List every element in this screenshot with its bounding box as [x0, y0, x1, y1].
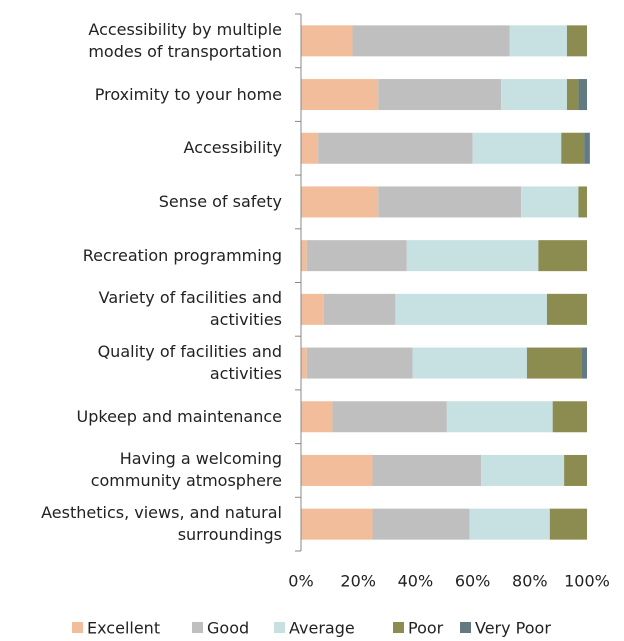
bar-segment [301, 401, 333, 433]
x-tick-label: 20% [340, 572, 376, 591]
bar-segment [301, 79, 379, 111]
bar-segment [332, 401, 447, 433]
legend-label: Poor [408, 619, 444, 638]
bar-segment [301, 240, 307, 272]
bar-segment [566, 25, 587, 57]
bar-segment [584, 132, 590, 164]
bar-segment [501, 79, 567, 111]
category-label: Proximity to your home [94, 84, 282, 104]
bar-segment [469, 508, 550, 540]
bar-segment [552, 401, 587, 433]
bar-segment [306, 240, 407, 272]
x-tick-label: 60% [455, 572, 491, 591]
bar-segment [446, 401, 553, 433]
bar-segment [301, 454, 373, 486]
bar-segment [378, 186, 522, 218]
x-tick-label: 80% [512, 572, 548, 591]
category-label: Upkeep and maintenance [76, 406, 283, 426]
category-label: Aesthetics, views, and natural surroundi… [41, 503, 282, 545]
bar-segment [578, 79, 587, 111]
legend-swatch [72, 622, 83, 633]
x-tick-label: 0% [288, 572, 313, 591]
bar-segment [301, 132, 319, 164]
x-tick-label: 40% [398, 572, 434, 591]
bar-segment [323, 293, 396, 325]
legend-label: Good [207, 619, 249, 638]
bar-segment [509, 25, 567, 57]
bar-segment [301, 508, 373, 540]
legend-swatch [192, 622, 203, 633]
bar-segment [395, 293, 547, 325]
bar-segment [318, 132, 473, 164]
bar-segment [526, 347, 582, 379]
bar-segment [561, 132, 585, 164]
bar-segment [378, 79, 502, 111]
legend-swatch [274, 622, 285, 633]
bar-segment [406, 240, 539, 272]
bar-segment [412, 347, 527, 379]
category-label: Accessibility [183, 138, 282, 158]
legend-swatch [460, 622, 471, 633]
bar-segment [564, 454, 587, 486]
bar-segment [566, 79, 579, 111]
bar-segment [578, 186, 587, 218]
legend-label: Very Poor [475, 619, 551, 638]
bar-segment [521, 186, 579, 218]
bar-segment [481, 454, 565, 486]
bar-segment [549, 508, 587, 540]
bar-segment [306, 347, 413, 379]
legend-label: Excellent [87, 619, 160, 638]
category-label: Sense of safety [158, 191, 282, 211]
category-label: Variety of facilities and activities [98, 288, 282, 330]
category-label: Quality of facilities and activities [97, 342, 282, 384]
legend-label: Average [289, 619, 355, 638]
bar-segment [352, 25, 510, 57]
bar-segment [581, 347, 587, 379]
bar-segment [372, 454, 482, 486]
bar-segment [546, 293, 587, 325]
bar-segment [372, 508, 470, 540]
bar-segment [301, 293, 324, 325]
legend-swatch [393, 622, 404, 633]
category-label: Recreation programming [82, 245, 282, 265]
x-tick-label: 100% [564, 572, 610, 591]
category-label: Accessibility by multiple modes of trans… [88, 19, 282, 61]
bar-segment [301, 25, 353, 57]
category-label: Having a welcoming community atmosphere [90, 449, 282, 491]
bar-segment [472, 132, 562, 164]
bar-segment [538, 240, 587, 272]
bar-segment [301, 347, 307, 379]
bar-segment [301, 186, 379, 218]
